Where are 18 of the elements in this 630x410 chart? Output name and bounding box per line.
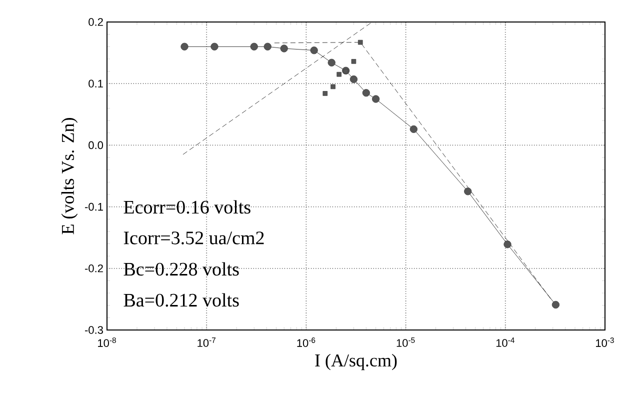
- x-tick-label: 10$^{-5}$: [396, 338, 415, 347]
- annotation: Ba=0.212 volts: [124, 293, 239, 307]
- x-axis-title: I (A/sq.cm): [315, 354, 397, 370]
- y-tick-label: -0.2: [84, 264, 103, 272]
- x-tick-label: 10$^{-6}$: [297, 338, 316, 347]
- y-tick-label: 0.2: [88, 18, 103, 26]
- y-tick-label: 0.0: [88, 141, 104, 150]
- y-tick-label: 0.1: [88, 80, 103, 88]
- x-tick-label: 10$^{-8}$: [98, 338, 116, 347]
- x-tick-label: 10$^{-4}$: [496, 338, 514, 347]
- y-tick-label: -0.3: [84, 326, 103, 334]
- x-tick-label: 10$^{-3}$: [596, 338, 614, 347]
- annotation: Bc=0.228 volts: [124, 262, 239, 276]
- y-axis-title: E (volts Vs. Zn): [61, 118, 78, 234]
- x-tick-label: 10$^{-7}$: [198, 338, 216, 347]
- annotation: Ecorr=0.16 volts: [124, 200, 250, 214]
- y-tick-label: -0.1: [84, 202, 103, 211]
- annotation: Icorr=3.52 ua/cm2: [124, 232, 264, 244]
